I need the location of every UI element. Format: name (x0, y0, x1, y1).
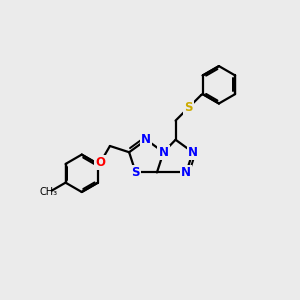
Text: N: N (188, 146, 198, 159)
Text: N: N (181, 166, 191, 179)
Text: S: S (184, 101, 193, 114)
Text: N: N (141, 133, 151, 146)
Text: CH₃: CH₃ (39, 188, 58, 197)
Text: N: N (158, 146, 169, 159)
Text: S: S (131, 166, 140, 179)
Text: O: O (95, 156, 105, 169)
